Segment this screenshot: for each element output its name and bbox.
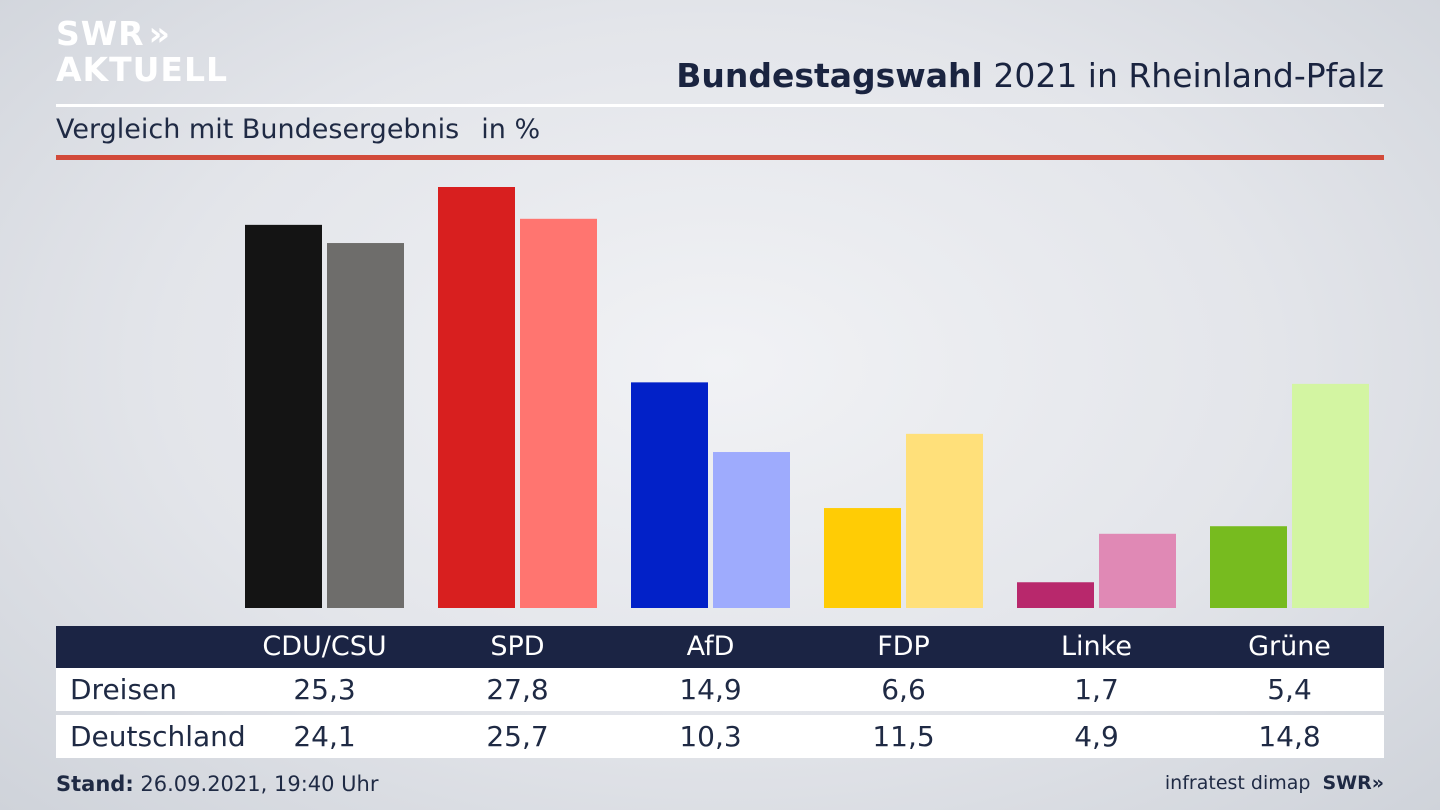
swr-footer-logo: SWR» — [1322, 772, 1384, 794]
bar-chart — [245, 187, 1369, 608]
bar-cdu-csu-dreisen — [245, 224, 322, 608]
bar-spd-deutschland — [520, 218, 597, 608]
bar-cdu-csu-deutschland — [327, 243, 404, 608]
value-afd-deutschland: 10,3 — [679, 720, 742, 753]
value-cdu-csu-deutschland: 24,1 — [293, 720, 356, 753]
category-label-spd: SPD — [490, 631, 545, 662]
value-spd-dreisen: 27,8 — [486, 673, 549, 706]
category-label-fdp: FDP — [877, 631, 930, 662]
value-gruene-dreisen: 5,4 — [1267, 673, 1312, 706]
table-row-deutschland: Deutschland 24,1 25,7 10,3 11,5 4,9 14,8 — [56, 715, 1384, 758]
bar-gruene-deutschland — [1292, 383, 1369, 608]
category-label-linke: Linke — [1061, 631, 1132, 662]
stand-value: 26.09.2021, 19:40 Uhr — [133, 772, 379, 796]
unit-label: in % — [481, 114, 541, 145]
category-label-afd: AfD — [686, 631, 735, 662]
value-gruene-deutschland: 14,8 — [1258, 720, 1321, 753]
value-afd-dreisen: 14,9 — [679, 673, 742, 706]
subtitle-divider — [56, 155, 1384, 160]
bar-afd-deutschland — [713, 452, 790, 608]
bar-spd-dreisen — [438, 187, 515, 608]
table-row-dreisen: Dreisen 25,3 27,8 14,9 6,6 1,7 5,4 — [56, 668, 1384, 711]
row-label-dreisen: Dreisen — [70, 673, 178, 706]
logo-aktuell-text: AKTUELL — [56, 50, 229, 89]
results-table: CDU/CSU SPD AfD FDP Linke Grüne Dreisen 25,3 2… — [56, 626, 1384, 758]
swr-aktuell-logo: SWR» AKTUELL — [56, 16, 228, 88]
value-linke-dreisen: 1,7 — [1074, 673, 1119, 706]
stand-label: Stand: — [56, 772, 134, 796]
bar-afd-dreisen — [631, 382, 708, 608]
table-header-row: CDU/CSU SPD AfD FDP Linke Grüne — [56, 626, 1384, 668]
category-label-cdu-csu: CDU/CSU — [262, 631, 387, 662]
bar-linke-dreisen — [1017, 582, 1094, 608]
source-credit: infratest dimap SWR» — [1165, 772, 1384, 794]
timestamp: Stand: 26.09.2021, 19:40 Uhr — [56, 772, 379, 796]
value-linke-deutschland: 4,9 — [1074, 720, 1119, 753]
value-cdu-csu-dreisen: 25,3 — [293, 673, 356, 706]
chart-subtitle: Vergleich mit Bundesergebnis in % — [56, 114, 540, 145]
bar-linke-deutschland — [1099, 533, 1176, 608]
source-text: infratest dimap — [1164, 772, 1311, 794]
row-label-deutschland: Deutschland — [70, 720, 246, 753]
subtitle-text: Vergleich mit Bundesergebnis — [56, 114, 460, 145]
logo-arrows-icon: » — [148, 14, 171, 53]
bar-gruene-dreisen — [1210, 526, 1287, 608]
chart-title: Bundestagswahl 2021 in Rheinland-Pfalz — [676, 56, 1384, 95]
chart-title-bold: Bundestagswahl — [676, 56, 983, 95]
chart-title-rest: 2021 in Rheinland-Pfalz — [982, 56, 1384, 95]
logo-swr-text: SWR — [56, 14, 145, 53]
bar-fdp-dreisen — [824, 508, 901, 608]
value-fdp-deutschland: 11,5 — [872, 720, 935, 753]
value-fdp-dreisen: 6,6 — [881, 673, 926, 706]
category-label-gruene: Grüne — [1248, 631, 1331, 662]
bar-fdp-deutschland — [906, 433, 983, 608]
title-divider — [56, 104, 1384, 107]
value-spd-deutschland: 25,7 — [486, 720, 549, 753]
